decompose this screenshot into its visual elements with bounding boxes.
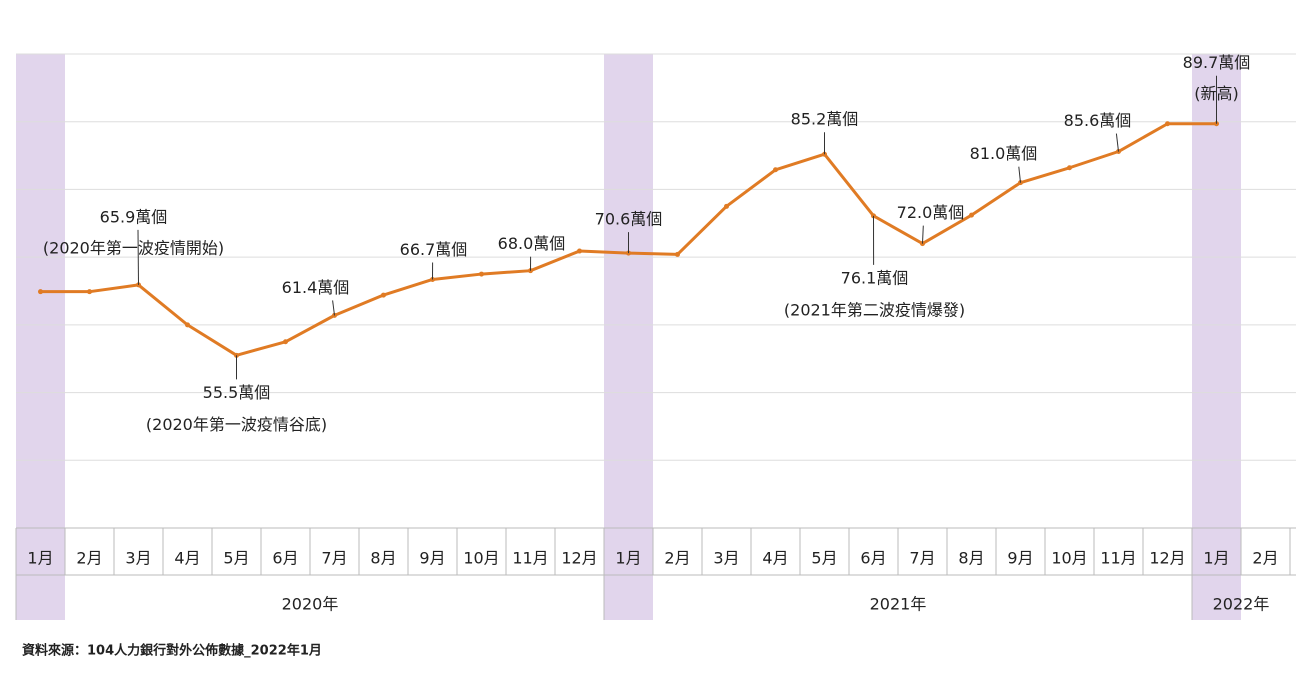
leader-line bbox=[1115, 133, 1119, 152]
x-tick-label: 5月 bbox=[811, 549, 837, 568]
data-point bbox=[283, 339, 288, 345]
data-note: (新高) bbox=[1194, 84, 1239, 103]
data-point bbox=[87, 289, 92, 295]
leader-line bbox=[137, 229, 139, 285]
data-label: 76.1萬個 bbox=[841, 268, 909, 287]
x-tick-label: 9月 bbox=[1007, 549, 1033, 568]
data-note: (2020年第一波疫情谷底) bbox=[146, 415, 327, 434]
data-label: 66.7萬個 bbox=[400, 240, 468, 259]
data-note: (2020年第一波疫情開始) bbox=[43, 238, 224, 257]
source-note: 資料來源：104人力銀行對外公佈數據_2022年1月 bbox=[22, 643, 322, 659]
data-point bbox=[1165, 121, 1170, 127]
data-label: 81.0萬個 bbox=[970, 144, 1038, 163]
data-point bbox=[185, 322, 190, 328]
x-tick-label: 12月 bbox=[561, 549, 597, 568]
x-tick-label: 10月 bbox=[463, 549, 499, 568]
year-label: 2022年 bbox=[1213, 595, 1270, 614]
data-label: 70.6萬個 bbox=[595, 210, 663, 229]
x-tick-label: 8月 bbox=[370, 549, 396, 568]
data-label: 72.0萬個 bbox=[897, 203, 965, 222]
data-point bbox=[1067, 165, 1072, 171]
x-tick-label: 1月 bbox=[1203, 549, 1229, 568]
leader-line bbox=[1018, 166, 1021, 183]
x-tick-label: 4月 bbox=[174, 549, 200, 568]
x-tick-label: 10月 bbox=[1051, 549, 1087, 568]
data-note: (2021年第二波疫情爆發) bbox=[784, 300, 965, 319]
x-tick-label: 3月 bbox=[125, 549, 151, 568]
x-tick-label: 7月 bbox=[321, 549, 347, 568]
leader-line bbox=[922, 225, 924, 244]
leader-line bbox=[332, 300, 335, 316]
data-label: 61.4萬個 bbox=[282, 278, 350, 297]
x-tick-label: 1月 bbox=[27, 549, 53, 568]
x-tick-label: 2月 bbox=[1252, 549, 1278, 568]
x-tick-label: 5月 bbox=[223, 549, 249, 568]
data-point bbox=[969, 212, 974, 218]
x-tick-label: 3月 bbox=[713, 549, 739, 568]
x-tick-label: 11月 bbox=[1100, 549, 1136, 568]
data-label: 65.9萬個 bbox=[100, 207, 168, 226]
x-tick-label: 7月 bbox=[909, 549, 935, 568]
data-point bbox=[724, 203, 729, 209]
data-label: 55.5萬個 bbox=[203, 383, 271, 402]
x-tick-label: 8月 bbox=[958, 549, 984, 568]
data-point bbox=[479, 271, 484, 277]
data-label: 85.2萬個 bbox=[791, 110, 859, 129]
data-point bbox=[577, 248, 582, 254]
data-label: 85.6萬個 bbox=[1064, 111, 1132, 130]
x-tick-label: 12月 bbox=[1149, 549, 1185, 568]
data-point bbox=[675, 251, 680, 257]
data-label: 68.0萬個 bbox=[498, 234, 566, 253]
highlight-band bbox=[16, 54, 65, 620]
highlight-band bbox=[1192, 54, 1241, 620]
data-point bbox=[773, 167, 778, 173]
data-point bbox=[381, 292, 386, 298]
x-tick-label: 2月 bbox=[76, 549, 102, 568]
x-tick-label: 6月 bbox=[272, 549, 298, 568]
x-tick-label: 4月 bbox=[762, 549, 788, 568]
x-tick-label: 9月 bbox=[419, 549, 445, 568]
year-label: 2021年 bbox=[870, 595, 927, 614]
x-tick-label: 1月 bbox=[615, 549, 641, 568]
x-tick-label: 6月 bbox=[860, 549, 886, 568]
x-tick-label: 2月 bbox=[664, 549, 690, 568]
x-tick-label: 11月 bbox=[512, 549, 548, 568]
data-label: 89.7萬個 bbox=[1183, 53, 1251, 72]
data-point bbox=[38, 289, 43, 295]
year-label: 2020年 bbox=[282, 595, 339, 614]
highlight-band bbox=[604, 54, 653, 620]
